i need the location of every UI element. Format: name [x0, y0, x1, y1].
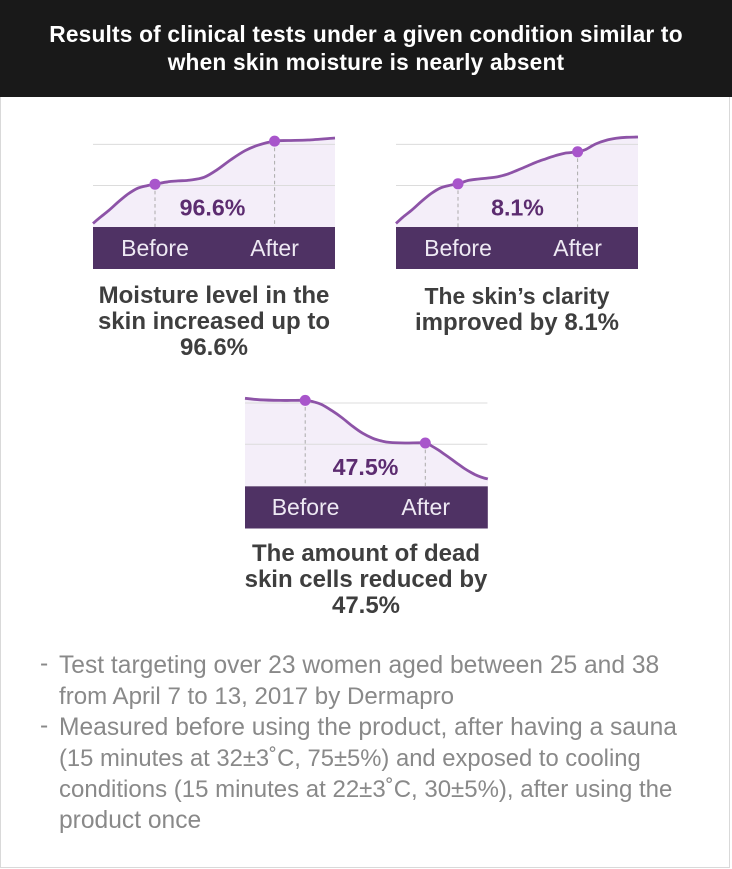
svg-text:Before: Before	[121, 235, 189, 261]
svg-text:After: After	[250, 235, 299, 261]
svg-text:Before: Before	[272, 494, 340, 520]
svg-text:96.6%: 96.6%	[180, 195, 246, 221]
svg-text:After: After	[553, 235, 602, 261]
svg-text:8.1%: 8.1%	[491, 195, 544, 221]
svg-text:After: After	[401, 494, 450, 520]
svg-text:47.5%: 47.5%	[333, 454, 399, 480]
svg-text:Before: Before	[424, 235, 492, 261]
